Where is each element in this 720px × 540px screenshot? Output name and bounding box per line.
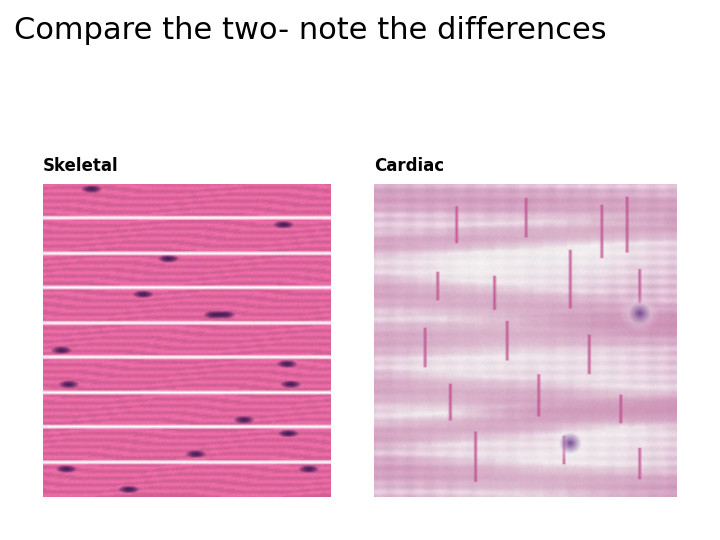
Text: Skeletal: Skeletal	[43, 157, 119, 174]
Text: Compare the two- note the differences: Compare the two- note the differences	[14, 16, 607, 45]
Text: Cardiac: Cardiac	[374, 157, 444, 174]
